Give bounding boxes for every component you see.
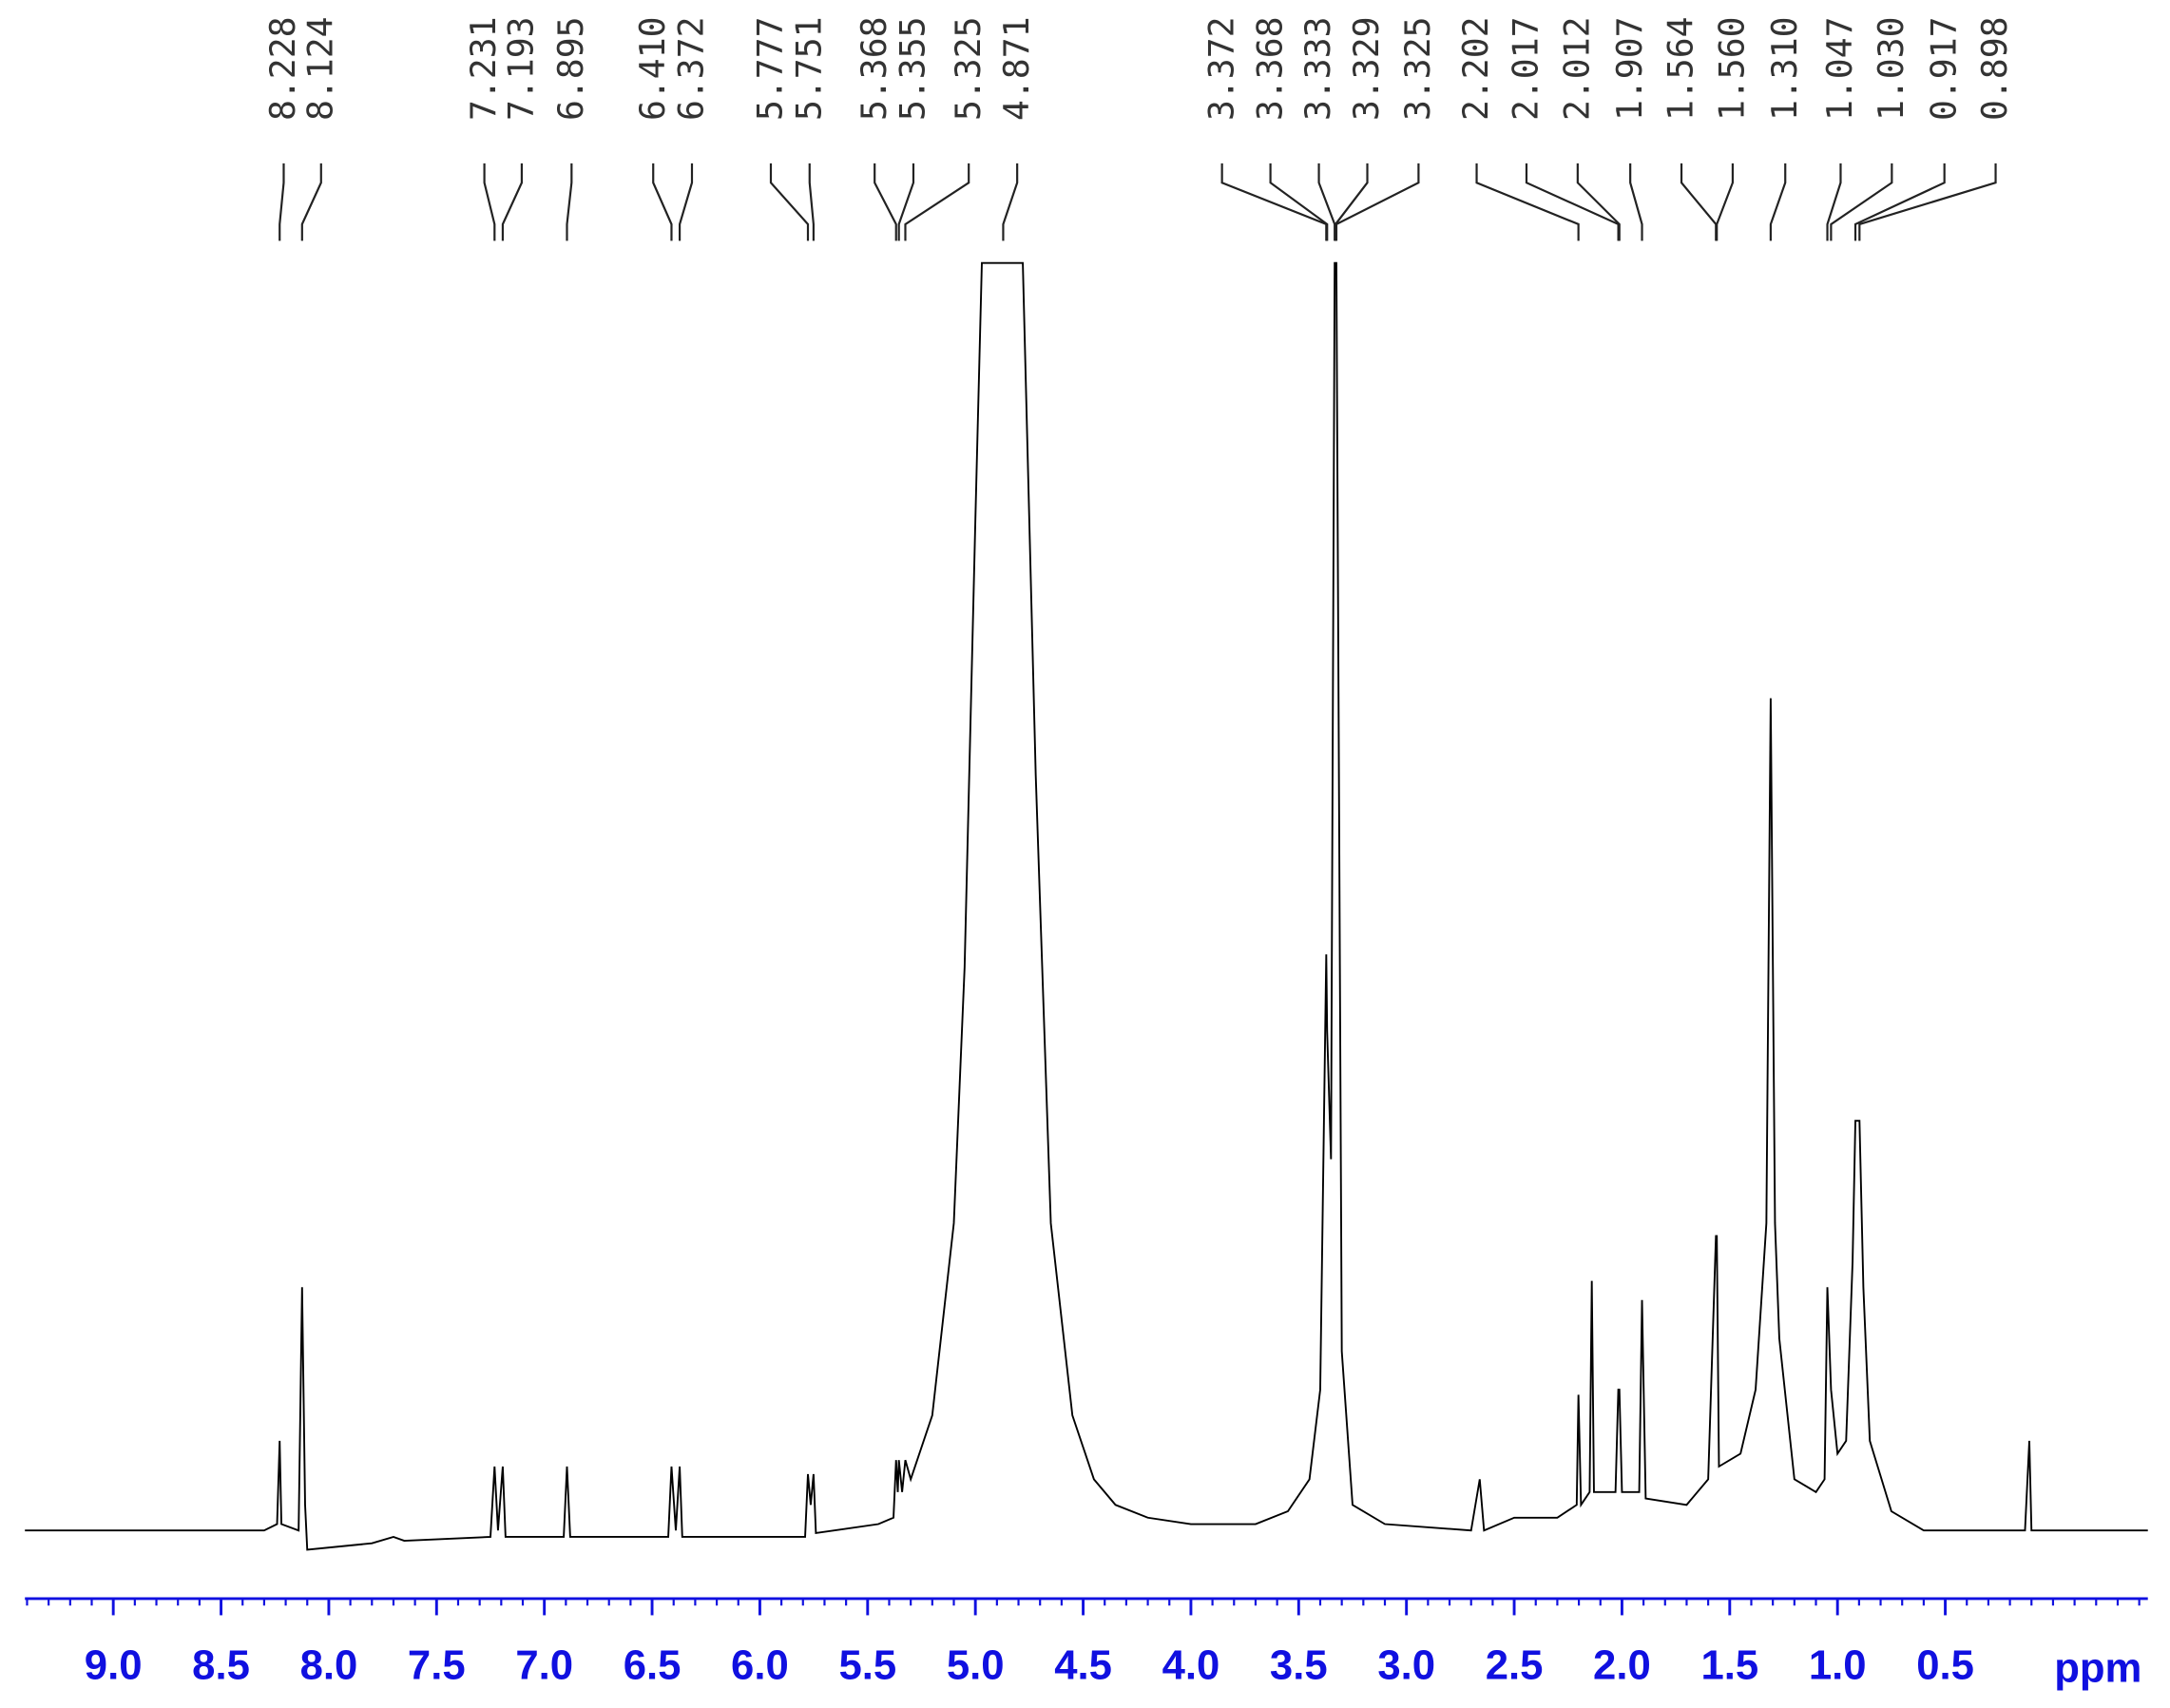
peak-connector bbox=[1769, 163, 1787, 241]
x-tick-label: 7.5 bbox=[408, 1641, 466, 1688]
peak-label: 6.372 bbox=[671, 16, 712, 121]
x-tick-label: 4.5 bbox=[1054, 1641, 1112, 1688]
peak-connector bbox=[501, 163, 524, 241]
peak-connector bbox=[1830, 163, 1893, 241]
peak-label: 3.325 bbox=[1397, 16, 1438, 121]
x-tick-label: 0.5 bbox=[1916, 1641, 1974, 1688]
peak-label: 6.895 bbox=[550, 16, 591, 121]
x-tick-label: 6.5 bbox=[624, 1641, 682, 1688]
peak-label: 3.368 bbox=[1249, 16, 1290, 121]
peak-label: 1.310 bbox=[1764, 16, 1805, 121]
peak-connector bbox=[678, 163, 694, 241]
peak-label: 8.124 bbox=[299, 16, 340, 121]
peak-connector bbox=[808, 163, 815, 241]
spectrum bbox=[25, 261, 2148, 1551]
peak-connector bbox=[1334, 163, 1369, 241]
peak-label: 6.410 bbox=[632, 16, 673, 121]
peak-connector bbox=[904, 163, 970, 241]
x-tick-label: 4.0 bbox=[1162, 1641, 1220, 1688]
x-tick-label: 1.5 bbox=[1700, 1641, 1758, 1688]
peak-label: 0.917 bbox=[1923, 16, 1964, 121]
x-tick-label: 2.5 bbox=[1486, 1641, 1544, 1688]
x-tick-label: 2.0 bbox=[1593, 1641, 1651, 1688]
peak-label: 5.355 bbox=[893, 16, 933, 121]
peak-label: 7.231 bbox=[463, 16, 504, 121]
peak-connector bbox=[1002, 163, 1019, 241]
peak-label: 1.047 bbox=[1819, 16, 1860, 121]
x-tick-label: 8.5 bbox=[192, 1641, 250, 1688]
peak-connector bbox=[483, 163, 496, 241]
x-axis-label: ppm bbox=[2054, 1644, 2141, 1691]
peak-label: 8.228 bbox=[262, 16, 303, 121]
peak-label: 3.372 bbox=[1200, 16, 1241, 121]
peak-label: 5.368 bbox=[854, 16, 894, 121]
peak-label: 7.193 bbox=[501, 16, 542, 121]
x-tick-label: 3.5 bbox=[1270, 1641, 1328, 1688]
peak-label: 1.030 bbox=[1871, 16, 1911, 121]
peak-connector bbox=[1576, 163, 1621, 241]
peak-connector bbox=[278, 163, 285, 241]
x-tick-label: 5.0 bbox=[947, 1641, 1005, 1688]
peak-connector bbox=[1335, 163, 1420, 241]
peak-label: 1.564 bbox=[1661, 16, 1701, 121]
peak-label: 5.777 bbox=[750, 16, 791, 121]
peak-connector bbox=[1269, 163, 1329, 241]
peak-connector bbox=[1826, 163, 1842, 241]
peak-label: 0.898 bbox=[1974, 16, 2015, 121]
peak-connector bbox=[1220, 163, 1328, 241]
peak-connector bbox=[897, 163, 915, 241]
x-tick-label: 7.0 bbox=[515, 1641, 573, 1688]
peak-connector bbox=[1858, 163, 1997, 241]
peak-connector bbox=[1629, 163, 1643, 241]
peak-connector bbox=[1716, 163, 1734, 241]
x-tick-label: 8.0 bbox=[300, 1641, 358, 1688]
peak-connector bbox=[874, 163, 897, 241]
peak-connector bbox=[1680, 163, 1718, 241]
peak-label: 3.329 bbox=[1346, 16, 1387, 121]
peak-label: 4.871 bbox=[996, 16, 1037, 121]
peak-label: 2.017 bbox=[1506, 16, 1546, 121]
x-tick-label: 1.0 bbox=[1809, 1641, 1867, 1688]
x-tick-label: 3.0 bbox=[1377, 1641, 1435, 1688]
peak-connector bbox=[1525, 163, 1620, 241]
peak-label: 3.333 bbox=[1297, 16, 1338, 121]
peak-label: 2.202 bbox=[1455, 16, 1496, 121]
peak-connector bbox=[769, 163, 810, 241]
peak-label: 5.751 bbox=[788, 16, 829, 121]
peak-label: 5.325 bbox=[948, 16, 989, 121]
peak-connector bbox=[1853, 163, 1946, 241]
x-tick-label: 5.5 bbox=[838, 1641, 896, 1688]
peak-connector bbox=[1475, 163, 1580, 241]
x-tick-label: 9.0 bbox=[85, 1641, 143, 1688]
peak-connector bbox=[652, 163, 673, 241]
peak-label: 1.560 bbox=[1712, 16, 1753, 121]
peak-label: 1.907 bbox=[1609, 16, 1650, 121]
peak-connector bbox=[566, 163, 573, 241]
peak-connector bbox=[300, 163, 322, 241]
x-tick-label: 6.0 bbox=[731, 1641, 789, 1688]
peak-label: 2.012 bbox=[1556, 16, 1597, 121]
